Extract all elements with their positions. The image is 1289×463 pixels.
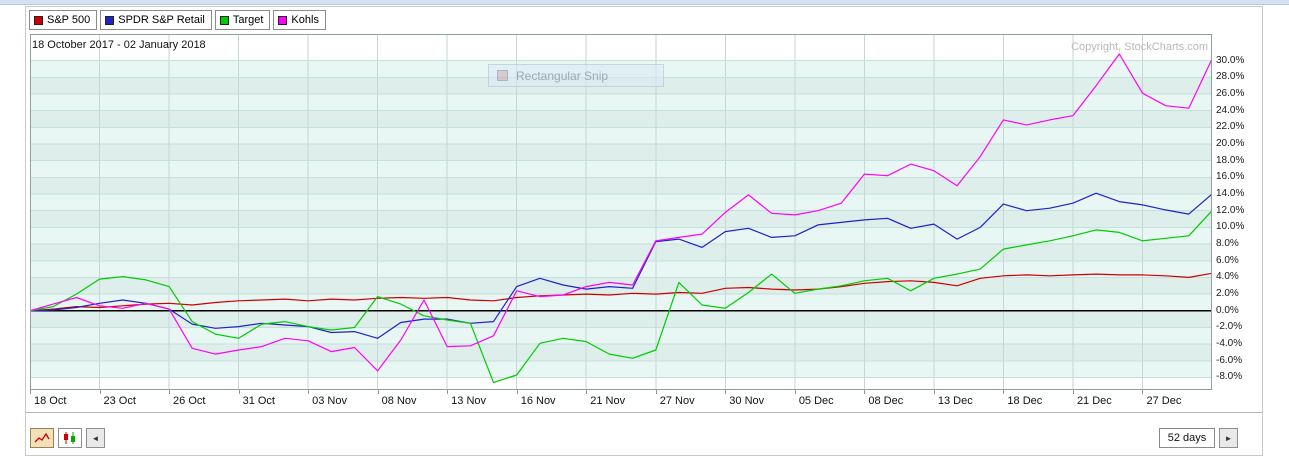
x-axis-label: 13 Dec xyxy=(937,395,973,407)
y-axis-label: 2.0% xyxy=(1216,288,1239,300)
chart-legend: S&P 500 SPDR S&P Retail Target Kohls xyxy=(29,10,326,30)
x-axis-label: 21 Nov xyxy=(590,395,626,407)
x-axis-tick xyxy=(99,390,101,394)
y-axis-label: 30.0% xyxy=(1216,54,1245,66)
legend-label-kohls: Kohls xyxy=(291,14,319,26)
x-axis-label: 03 Nov xyxy=(312,395,347,407)
scroll-left-button[interactable]: ◄ xyxy=(86,428,105,448)
x-axis-tick xyxy=(725,390,727,394)
range-input[interactable] xyxy=(1159,428,1215,448)
x-axis-tick xyxy=(586,390,588,394)
x-axis-label: 26 Oct xyxy=(173,395,206,407)
y-axis-label: 26.0% xyxy=(1216,88,1245,100)
y-axis-label: 16.0% xyxy=(1216,171,1245,183)
x-axis-tick xyxy=(655,390,657,394)
legend-label-spdr-retail: SPDR S&P Retail xyxy=(118,14,205,26)
x-axis-label: 05 Dec xyxy=(798,395,834,407)
spdr-retail-color-swatch xyxy=(105,15,115,25)
candlestick-icon xyxy=(64,432,75,444)
kohls-color-swatch xyxy=(278,15,288,25)
x-axis-label: 31 Oct xyxy=(242,395,275,407)
x-axis-tick xyxy=(1072,390,1074,394)
y-axis-label: 4.0% xyxy=(1216,271,1239,283)
legend-label-sp500: S&P 500 xyxy=(47,14,91,26)
x-axis-tick xyxy=(238,390,240,394)
y-axis-label: 0.0% xyxy=(1216,304,1239,316)
x-axis: 18 Oct 23 Oct 26 Oct 31 Oct 03 Nov 08 Nov 13 N… xyxy=(30,390,1212,412)
x-axis-label: 18 Dec xyxy=(1007,395,1043,407)
y-axis-label: 14.0% xyxy=(1216,188,1245,200)
y-axis-label: 20.0% xyxy=(1216,138,1245,150)
x-axis-tick xyxy=(30,390,31,394)
legend-item-sp500: S&P 500 xyxy=(29,10,98,30)
legend-item-target: Target xyxy=(214,10,271,30)
x-axis-tick xyxy=(794,390,796,394)
y-axis-label: 6.0% xyxy=(1216,254,1239,266)
x-axis-label: 16 Nov xyxy=(520,395,556,407)
target-color-swatch xyxy=(219,15,229,25)
axis-divider xyxy=(26,412,1262,413)
x-axis-label: 30 Nov xyxy=(729,395,765,407)
performance-line-chart xyxy=(29,34,1213,390)
scroll-right-button[interactable]: ► xyxy=(1219,428,1238,448)
line-style-button[interactable] xyxy=(30,428,54,448)
x-axis-label: 27 Dec xyxy=(1146,395,1182,407)
y-axis-label: -4.0% xyxy=(1216,338,1243,350)
y-axis-label: -6.0% xyxy=(1216,354,1243,366)
x-axis-label: 23 Oct xyxy=(103,395,136,407)
x-axis-tick xyxy=(516,390,518,394)
x-axis-label: 27 Nov xyxy=(659,395,695,407)
chart-widget: S&P 500 SPDR S&P Retail Target Kohls 18 … xyxy=(25,6,1263,456)
x-axis-tick xyxy=(169,390,171,394)
y-axis-label: 8.0% xyxy=(1216,238,1239,250)
x-axis-tick xyxy=(864,390,866,394)
x-axis-tick xyxy=(933,390,935,394)
y-axis-label: 28.0% xyxy=(1216,71,1245,83)
x-axis-label: 18 Oct xyxy=(34,395,67,407)
chart-toolbar: ◄ ► xyxy=(26,425,1262,451)
x-axis-tick xyxy=(308,390,310,394)
x-axis-tick xyxy=(1142,390,1144,394)
y-axis-label: 10.0% xyxy=(1216,221,1245,233)
candlestick-style-button[interactable] xyxy=(58,428,82,448)
y-axis-label: 22.0% xyxy=(1216,121,1245,133)
date-range-label: 18 October 2017 - 02 January 2018 xyxy=(32,39,206,51)
legend-item-spdr-retail: SPDR S&P Retail xyxy=(100,10,212,30)
y-axis-label: -8.0% xyxy=(1216,371,1243,383)
x-axis-tick xyxy=(377,390,379,394)
browser-top-edge xyxy=(0,0,1289,5)
y-axis-label: 18.0% xyxy=(1216,154,1245,166)
plot-area xyxy=(29,34,1213,390)
x-axis-label: 08 Dec xyxy=(868,395,904,407)
x-axis-label: 13 Nov xyxy=(451,395,487,407)
line-chart-icon xyxy=(34,432,50,443)
rectangular-snip-icon xyxy=(497,70,508,81)
x-axis-label: 08 Nov xyxy=(381,395,417,407)
x-axis-tick xyxy=(447,390,449,394)
copyright-label: Copyright, StockCharts.com xyxy=(1071,41,1208,53)
scrollbar-track[interactable] xyxy=(109,428,1155,448)
y-axis-label: -2.0% xyxy=(1216,321,1243,333)
sp500-color-swatch xyxy=(34,15,43,25)
rectangular-snip-ghost: Rectangular Snip xyxy=(488,64,664,87)
legend-item-kohls: Kohls xyxy=(273,10,326,30)
legend-label-target: Target xyxy=(232,14,264,26)
x-axis-tick xyxy=(1003,390,1005,394)
y-axis-label: 24.0% xyxy=(1216,104,1245,116)
rectangular-snip-label: Rectangular Snip xyxy=(516,68,609,83)
y-axis-label: 12.0% xyxy=(1216,204,1245,216)
x-axis-label: 21 Dec xyxy=(1076,395,1112,407)
